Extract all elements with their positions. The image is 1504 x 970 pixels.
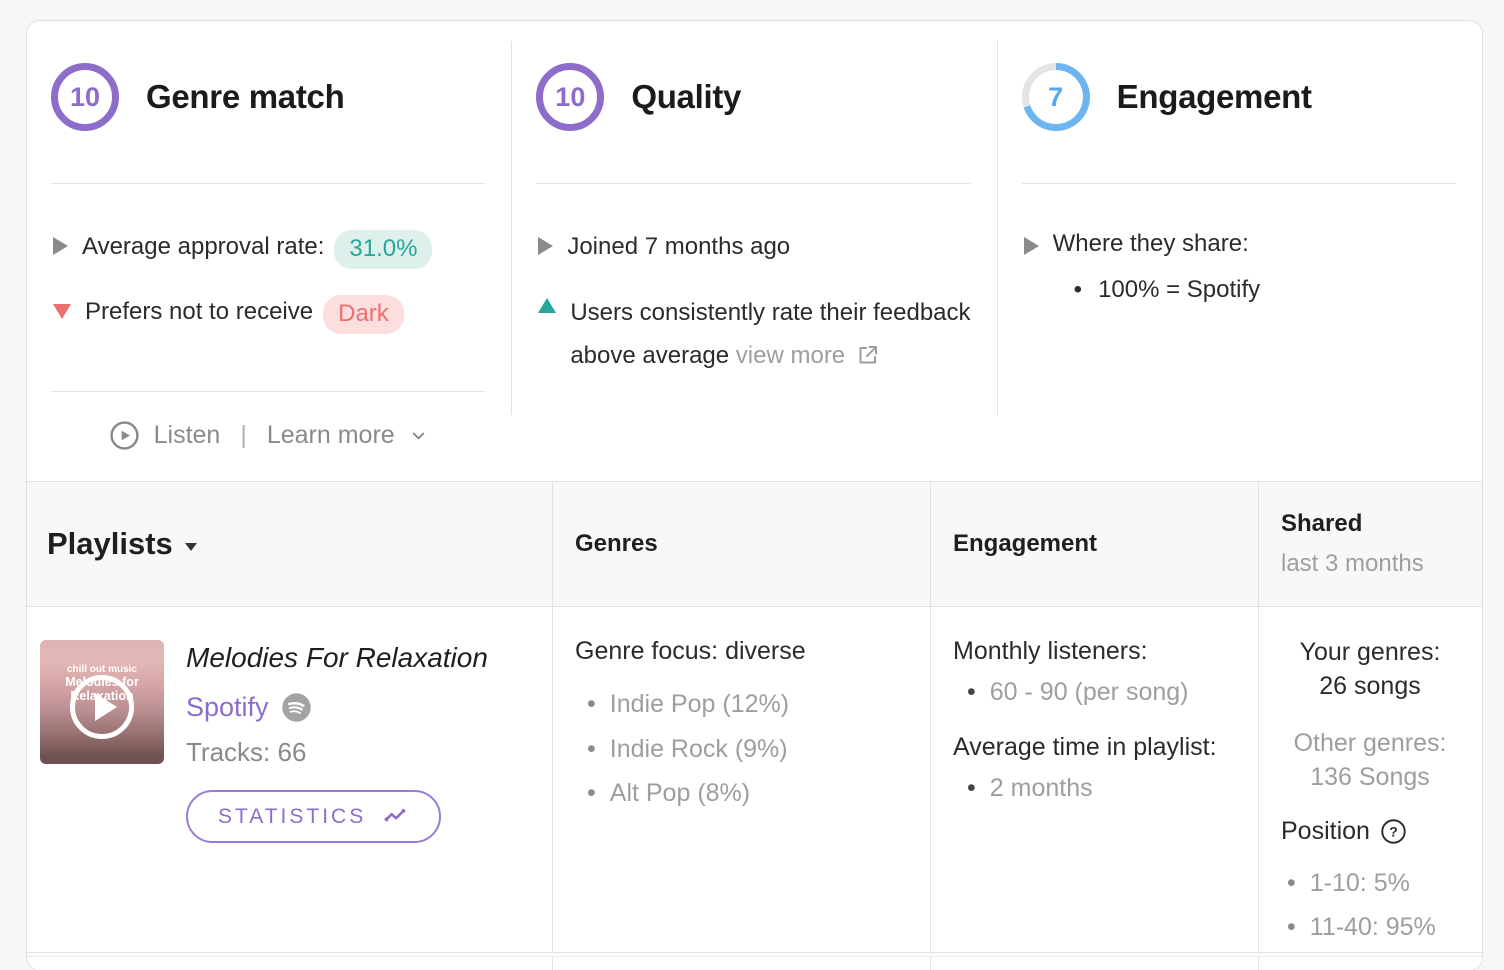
shared-header-subtitle: last 3 months — [1281, 550, 1424, 577]
where-they-share-item: Where they share: — [1022, 230, 1456, 258]
engagement-score: 7 — [1028, 70, 1083, 124]
prefers-not-label: Prefers not to receive — [85, 297, 314, 325]
approval-rate-label: Average approval rate: — [82, 233, 325, 260]
learn-more-link[interactable]: Learn more — [266, 420, 395, 449]
listen-link[interactable]: Listen — [153, 420, 221, 449]
triangle-right-icon — [538, 237, 554, 255]
monthly-listeners-value: 60 - 90 (per song) — [967, 678, 1248, 707]
trend-chart-icon — [384, 808, 406, 822]
shared-cell: Your genres: 26 songs Other genres: 136 … — [1258, 607, 1481, 952]
external-link-icon[interactable] — [856, 343, 880, 367]
playlists-table: Playlists Genres Engagement Shared last … — [27, 481, 1482, 970]
your-genres-block: Your genres: 26 songs — [1281, 635, 1459, 703]
score-card-engagement: 7 Engagement Where they share: 100% = Sp… — [998, 21, 1482, 481]
table-header-row: Playlists Genres Engagement Shared last … — [27, 481, 1482, 607]
share-breakdown-item: 100% = Spotify — [1074, 276, 1456, 304]
playlist-cell: chill out music Melodies for Relaxation … — [27, 607, 552, 952]
genres-header: Genres — [552, 482, 930, 606]
average-time-value: 2 months — [967, 774, 1248, 803]
shared-header: Shared last 3 months — [1258, 482, 1481, 606]
next-playlist-row-partial — [27, 956, 1482, 970]
engagement-title: Engagement — [1116, 78, 1312, 115]
position-stat: 1-10: 5% — [1287, 862, 1471, 906]
quality-title: Quality — [631, 78, 742, 115]
genre-match-score: 10 — [69, 81, 101, 112]
playlists-header-dropdown[interactable]: Playlists — [27, 526, 552, 562]
position-stat: 11-40: 95% — [1287, 906, 1471, 950]
feedback-label: Users consistently rate their feedback a… — [570, 298, 971, 369]
score-card-quality: 10 Quality Joined 7 months ago Users con… — [512, 21, 996, 481]
playlist-tracks-count: Tracks: 66 — [186, 737, 307, 767]
triangle-right-icon — [1023, 237, 1039, 255]
engagement-score-circle: 7 — [1021, 63, 1090, 131]
monthly-listeners-label: Monthly listeners: — [953, 637, 1148, 665]
svg-text:?: ? — [1389, 824, 1398, 840]
spotify-icon — [281, 692, 312, 723]
your-genres-label: Your genres: — [1299, 638, 1441, 666]
joined-item: Joined 7 months ago — [536, 230, 970, 265]
vertical-divider — [996, 41, 998, 415]
chevron-down-icon[interactable] — [409, 426, 428, 445]
prefers-not-item: Prefers not to receive Dark — [51, 294, 485, 334]
genre-item: Alt Pop (8%) — [587, 771, 920, 816]
vertical-divider — [511, 41, 513, 415]
feedback-item: Users consistently rate their feedback a… — [536, 291, 971, 377]
triangle-up-icon — [538, 297, 557, 313]
average-time-label: Average time in playlist: — [953, 733, 1217, 761]
divider — [536, 183, 971, 184]
triangle-right-icon — [53, 237, 68, 255]
playlist-row: chill out music Melodies for Relaxation … — [27, 607, 1482, 953]
help-icon[interactable]: ? — [1380, 818, 1407, 845]
genre-item: Indie Pop (12%) — [587, 682, 920, 727]
genre-badge-dark: Dark — [323, 294, 404, 334]
footer-separator: | — [240, 420, 247, 449]
score-card-genre-match: 10 Genre match Average approval rate: 31… — [27, 21, 511, 481]
play-circle-icon[interactable] — [109, 420, 140, 451]
your-genres-value: 26 songs — [1319, 672, 1421, 700]
curator-profile-card: 10 Genre match Average approval rate: 31… — [26, 20, 1483, 970]
score-summary: 10 Genre match Average approval rate: 31… — [27, 21, 1482, 481]
genre-item: Indie Rock (9%) — [587, 727, 920, 772]
approval-rate-item: Average approval rate: 31.0% — [51, 230, 485, 269]
quality-score: 10 — [555, 81, 586, 112]
position-label: Position ? — [1281, 817, 1471, 846]
artwork-caption-small: chill out music — [66, 664, 137, 675]
genre-match-score-circle: 10 — [51, 63, 119, 131]
genre-match-title: Genre match — [146, 78, 345, 115]
quality-score-circle: 10 — [536, 63, 605, 131]
caret-down-icon — [184, 543, 197, 551]
where-they-share-label: Where they share: — [1052, 230, 1249, 257]
divider — [1021, 183, 1456, 184]
divider — [51, 183, 486, 184]
genre-focus-label: Genre focus: diverse — [575, 637, 806, 665]
play-triangle-icon — [95, 692, 117, 721]
view-more-link[interactable]: view more — [735, 341, 846, 369]
statistics-button[interactable]: STATISTICS — [186, 790, 442, 843]
engagement-header: Engagement — [930, 482, 1258, 606]
engagement-cell: Monthly listeners: 60 - 90 (per song) Av… — [930, 607, 1258, 952]
triangle-down-icon — [53, 303, 71, 319]
approval-rate-badge: 31.0% — [334, 230, 433, 269]
spotify-link[interactable]: Spotify — [186, 692, 269, 722]
other-genres-block: Other genres: 136 Songs — [1281, 726, 1459, 794]
joined-label: Joined 7 months ago — [567, 233, 791, 260]
divider — [51, 390, 486, 392]
playlist-artwork[interactable]: chill out music Melodies for Relaxation — [40, 640, 164, 764]
playlists-header-label: Playlists — [47, 526, 173, 561]
genres-cell: Genre focus: diverse Indie Pop (12%) Ind… — [552, 607, 930, 952]
other-genres-value: 136 Songs — [1310, 763, 1430, 791]
playlist-title: Melodies For Relaxation — [186, 642, 488, 673]
other-genres-label: Other genres: — [1293, 729, 1447, 757]
artwork-play-button[interactable] — [70, 674, 134, 739]
